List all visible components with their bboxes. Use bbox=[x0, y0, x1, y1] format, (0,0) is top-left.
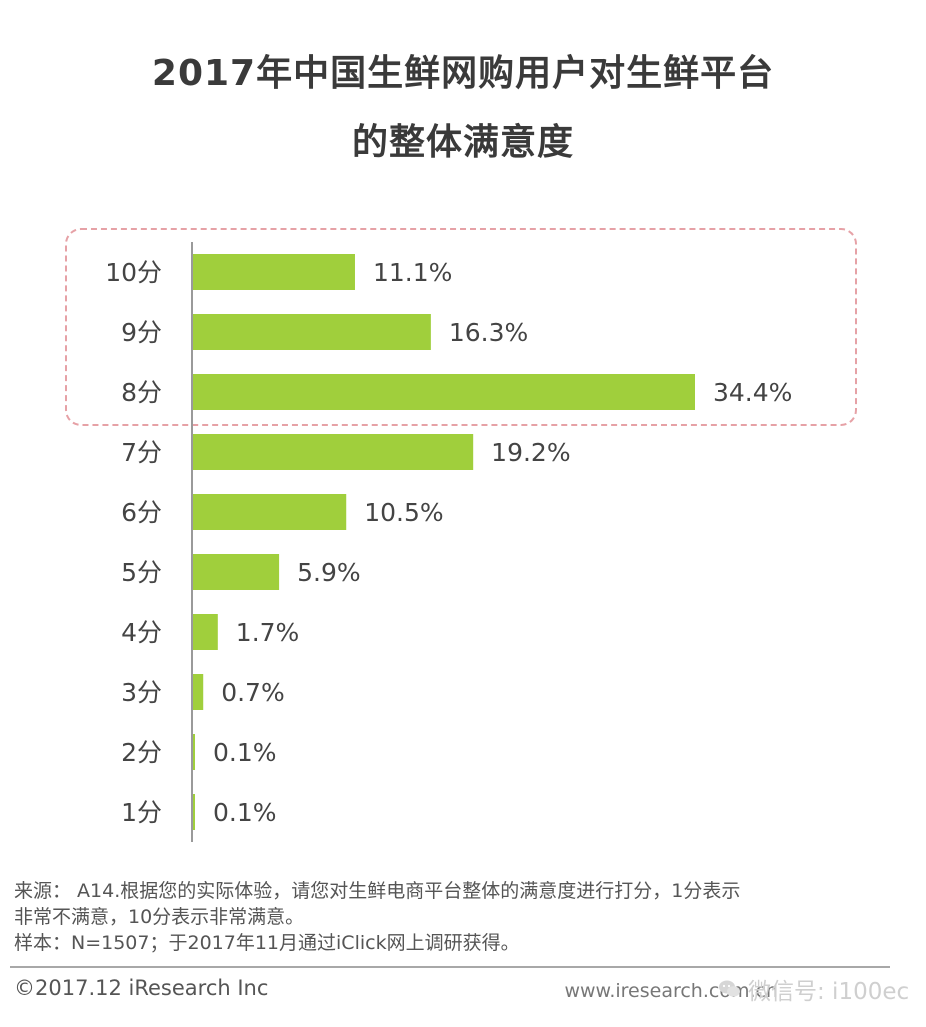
value-label: 1.7% bbox=[236, 618, 300, 647]
value-label: 34.4% bbox=[713, 378, 792, 407]
bar bbox=[193, 434, 474, 470]
bar bbox=[193, 614, 218, 650]
category-label: 7分 bbox=[121, 438, 162, 467]
watermark: 微信号: i100ec bbox=[718, 972, 909, 1006]
copyright: ©2017.12 iResearch Inc bbox=[14, 976, 269, 1000]
value-label: 10.5% bbox=[364, 498, 443, 527]
sample-note: 样本：N=1507；于2017年11月通过iClick网上调研获得。 bbox=[14, 932, 520, 954]
bar bbox=[193, 734, 195, 770]
chart-title-line-1: 2017年中国生鲜网购用户对生鲜平台 bbox=[151, 53, 775, 94]
footer-divider bbox=[10, 966, 890, 968]
value-label: 19.2% bbox=[491, 438, 570, 467]
chart-title-line-2: 的整体满意度 bbox=[351, 122, 574, 163]
category-label: 10分 bbox=[105, 258, 162, 287]
bar bbox=[193, 314, 431, 350]
source-note-line-1: 来源： A14.根据您的实际体验，请您对生鲜电商平台整体的满意度进行打分，1分表… bbox=[14, 880, 741, 902]
value-label: 16.3% bbox=[449, 318, 528, 347]
category-label: 3分 bbox=[121, 678, 162, 707]
category-label: 9分 bbox=[121, 318, 162, 347]
bar bbox=[193, 794, 195, 830]
category-label: 5分 bbox=[121, 558, 162, 587]
source-note-line-2: 非常不满意，10分表示非常满意。 bbox=[14, 906, 305, 928]
value-label: 11.1% bbox=[373, 258, 452, 287]
category-label: 8分 bbox=[121, 378, 162, 407]
bar bbox=[193, 374, 695, 410]
watermark-text: 微信号: i100ec bbox=[748, 979, 910, 1005]
category-label: 2分 bbox=[121, 738, 162, 767]
bar bbox=[193, 494, 347, 530]
bar-chart: 10分 11.1% 9分 16.3% 8分 34.4% 7分 19.2% 6分 10.5% 5分 5.… bbox=[105, 242, 792, 842]
value-label: 0.1% bbox=[213, 798, 277, 827]
value-label: 0.1% bbox=[213, 738, 277, 767]
category-label: 4分 bbox=[121, 618, 162, 647]
bar bbox=[193, 674, 204, 710]
wechat-icon bbox=[719, 980, 740, 997]
category-label: 1分 bbox=[121, 798, 162, 827]
value-label: 0.7% bbox=[221, 678, 285, 707]
value-label: 5.9% bbox=[297, 558, 361, 587]
bar bbox=[193, 554, 280, 590]
category-label: 6分 bbox=[121, 498, 162, 527]
bar bbox=[193, 254, 355, 290]
highlight-box bbox=[65, 228, 857, 426]
